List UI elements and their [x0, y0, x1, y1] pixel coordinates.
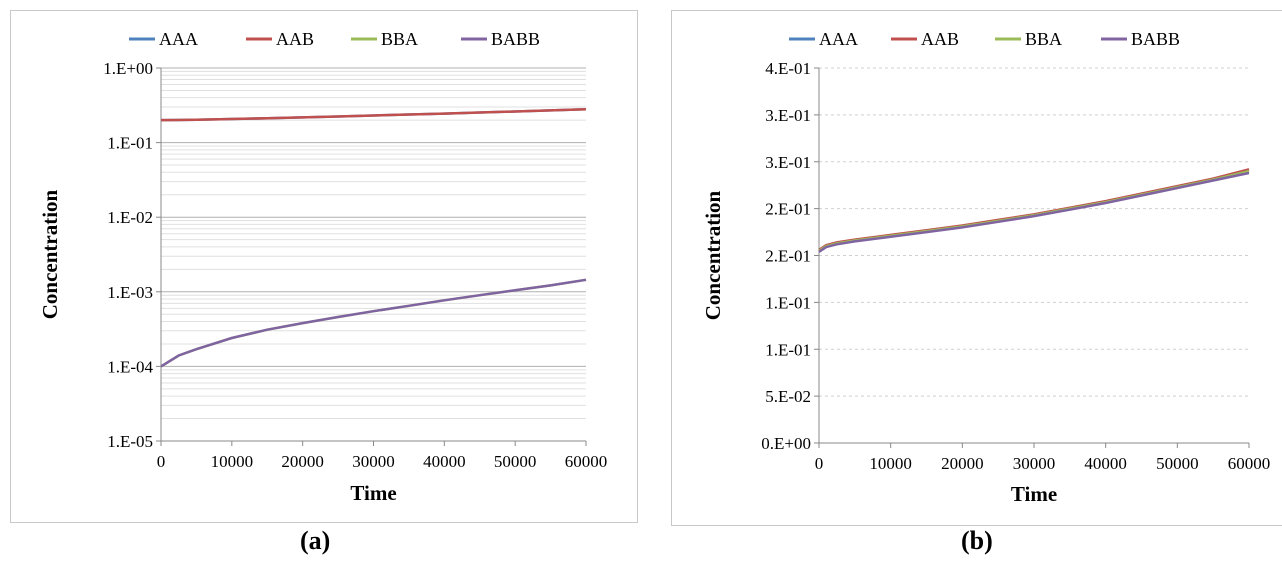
x-tick-label: 30000	[352, 452, 395, 471]
series-line-aab	[160, 107, 587, 122]
y-axis-label: Concentration	[38, 189, 62, 319]
y-tick-label: 4.E-01	[765, 59, 811, 78]
chart-panel-b: 0.E+00 5.E-02 1.E-01 1.E-01 2.E-01 2.E-01 3.E-…	[671, 10, 1282, 526]
x-tick-label: 50000	[494, 452, 537, 471]
y-tick-label: 1.E-01	[765, 293, 811, 312]
x-tick-label: 20000	[941, 454, 984, 473]
legend-label-babb: BABB	[1131, 29, 1180, 49]
legend-label-bba: BBA	[381, 29, 418, 49]
legend-label-aaa: AAA	[819, 29, 858, 49]
y-tick-label: 1.E-05	[107, 432, 153, 451]
x-tick-label: 10000	[211, 452, 254, 471]
x-tick-label: 60000	[1228, 454, 1271, 473]
y-tick-label: 1.E-03	[107, 283, 153, 302]
y-tick-label: 5.E-02	[765, 387, 811, 406]
series-line-bba	[160, 278, 587, 368]
x-tick-label: 60000	[565, 452, 608, 471]
y-tick-label: 1.E-01	[765, 340, 811, 359]
y-tick-label: 1.E-01	[107, 134, 153, 153]
x-tick-label: 50000	[1156, 454, 1199, 473]
x-tick-label: 0	[157, 452, 166, 471]
y-tick-label: 2.E-01	[765, 247, 811, 266]
y-tick-label: 1.E-02	[107, 208, 153, 227]
x-tick-label: 20000	[281, 452, 324, 471]
x-tick-label: 40000	[423, 452, 466, 471]
chart-panel-a: 1.E-05 1.E-04 1.E-03 1.E-02 1.E-01 1.E+00 0 100…	[10, 10, 638, 523]
y-tick-label: 3.E-01	[765, 153, 811, 172]
y-tick-label: 0.E+00	[761, 434, 811, 453]
series-line-babb	[818, 171, 1250, 253]
chart-a-svg: 1.E-05 1.E-04 1.E-03 1.E-02 1.E-01 1.E+00 0 100…	[38, 29, 608, 505]
legend-label-aaa: AAA	[159, 29, 198, 49]
series-line-babb	[160, 278, 587, 368]
y-tick-label: 1.E-04	[107, 357, 153, 376]
x-tick-label: 10000	[869, 454, 912, 473]
x-axis-label: Time	[350, 481, 396, 505]
legend-label-aab: AAB	[276, 29, 314, 49]
legend-label-aab: AAB	[921, 29, 959, 49]
y-tick-label: 3.E-01	[765, 106, 811, 125]
x-tick-label: 0	[815, 454, 824, 473]
x-tick-label: 30000	[1013, 454, 1056, 473]
caption-b: (b)	[961, 526, 993, 555]
y-tick-label: 2.E-01	[765, 200, 811, 219]
legend-label-babb: BABB	[491, 29, 540, 49]
legend-label-bba: BBA	[1025, 29, 1062, 49]
y-tick-label: 1.E+00	[103, 59, 153, 78]
x-tick-label: 40000	[1084, 454, 1127, 473]
y-axis-label: Concentration	[701, 190, 725, 320]
caption-a: (a)	[300, 526, 331, 555]
chart-b-svg: 0.E+00 5.E-02 1.E-01 1.E-01 2.E-01 2.E-01 3.E-…	[701, 29, 1271, 506]
x-axis-label: Time	[1011, 482, 1057, 506]
